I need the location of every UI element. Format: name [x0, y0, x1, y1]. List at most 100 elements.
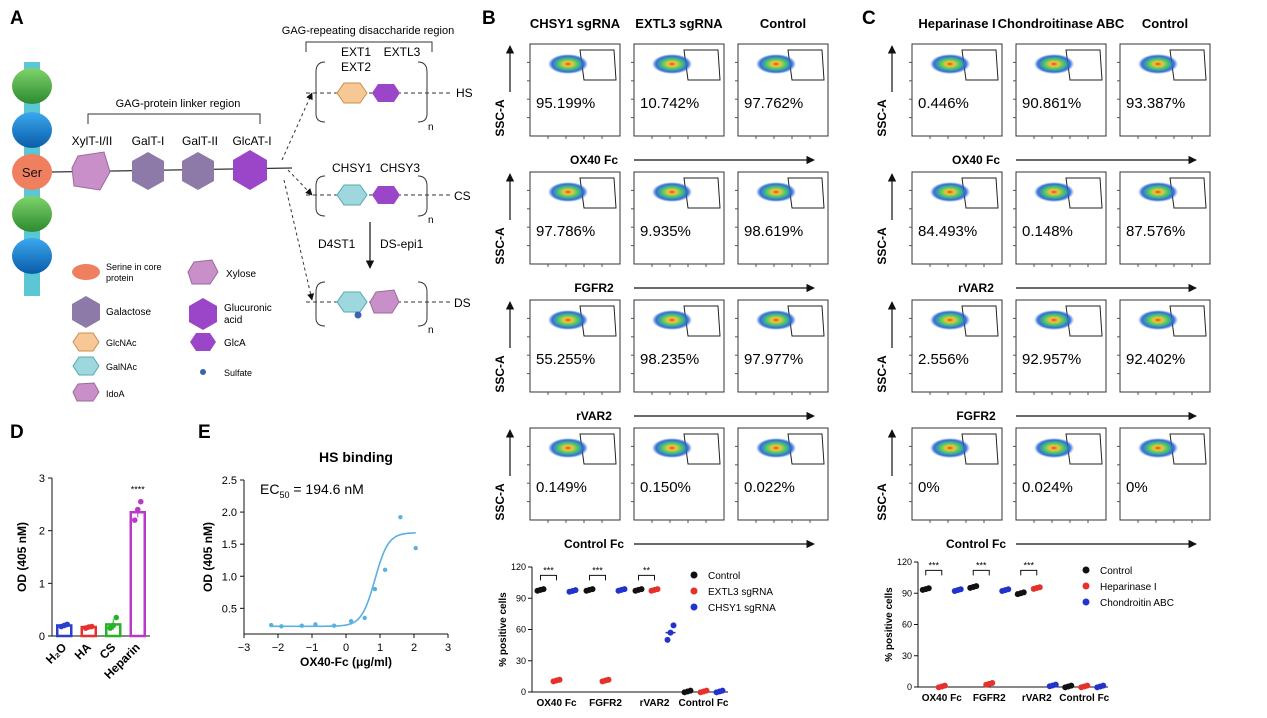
flow-cell-cloud — [548, 310, 588, 330]
flow-cell-cloud — [930, 310, 970, 330]
summary-y-axis-label: % positive cells — [884, 587, 895, 662]
xylt-label: XylT-I/II — [72, 134, 113, 148]
summary-point — [556, 676, 563, 683]
summary-significance-bracket — [638, 574, 655, 581]
x-axis-ligand-label: rVAR2 — [958, 281, 994, 295]
d-y-tick-label: 3 — [39, 473, 45, 485]
summary-x-tick-label: OX40 Fc — [922, 693, 962, 704]
legend-glcnac-label: GlcNAc — [106, 338, 137, 348]
e-point — [299, 623, 304, 628]
e-x-tick-label: 3 — [445, 642, 451, 654]
e-point — [398, 515, 403, 520]
flow-percent: 93.387% — [1126, 95, 1185, 112]
summary-point — [925, 585, 932, 592]
summary-point — [605, 676, 612, 683]
flow-percent: 0% — [1126, 479, 1148, 496]
flow-percent: 0.446% — [918, 95, 969, 112]
legend-glucuronic-label-2: acid — [224, 315, 242, 326]
summary-legend-marker — [1082, 598, 1090, 606]
d-point — [131, 517, 138, 523]
e-x-tick-label: −3 — [238, 642, 251, 654]
e-y-axis-label: OD (405 nM) — [201, 522, 215, 592]
summary-x-tick-label: FGFR2 — [589, 698, 622, 709]
repeat-region-label: GAG-repeating disaccharide region — [282, 25, 454, 37]
summary-significance: *** — [928, 560, 939, 570]
e-x-tick-label: −2 — [272, 642, 285, 654]
panel-b-flow-grid: CHSY1 sgRNA EXTL3 sgRNA Control SSC-A 95.199… — [493, 16, 829, 551]
d-point — [88, 623, 95, 630]
summary-point — [989, 680, 996, 687]
flow-cell-cloud — [756, 182, 796, 202]
y-axis-label: SSC-A — [875, 483, 889, 521]
flow-percent: 0.024% — [1022, 479, 1073, 496]
summary-legend-label: Heparinase I — [1100, 582, 1157, 593]
summary-y-tick-label: 0 — [521, 687, 526, 697]
summary-point — [540, 586, 547, 593]
summary-point — [654, 586, 661, 593]
summary-point — [941, 682, 948, 689]
flow-cell-cloud — [756, 310, 796, 330]
chsy3-label: CHSY3 — [380, 161, 420, 175]
x-axis-ligand-label: Control Fc — [564, 537, 624, 551]
e-point — [313, 622, 318, 627]
summary-y-tick-label: 120 — [897, 557, 912, 567]
summary-y-tick-label: 90 — [516, 593, 526, 603]
summary-legend-marker — [690, 571, 698, 579]
d-point — [137, 498, 144, 505]
legend-galactose-icon — [72, 296, 100, 328]
e-fit-curve — [271, 532, 416, 628]
flow-percent: 97.762% — [744, 95, 803, 112]
flow-percent: 97.786% — [536, 223, 595, 240]
summary-point — [719, 687, 726, 694]
summary-point — [703, 687, 710, 694]
e-point — [331, 623, 337, 628]
d-point — [134, 506, 141, 513]
flow-cell-cloud — [930, 54, 970, 74]
flow-percent: 92.957% — [1022, 351, 1081, 368]
flow-percent: 98.619% — [744, 223, 803, 240]
summary-legend-label: Control — [708, 571, 740, 582]
e-point — [413, 545, 418, 551]
d-y-axis-label: OD (405 nM) — [15, 522, 29, 592]
e-x-tick-label: 2 — [411, 642, 417, 654]
legend-serine-icon — [72, 264, 100, 280]
idoa-shape-ds — [369, 289, 400, 314]
e-point — [269, 622, 274, 628]
legend-glca-icon — [190, 333, 216, 351]
summary-y-tick-label: 30 — [902, 651, 912, 661]
x-axis-ligand-label: Control Fc — [946, 537, 1006, 551]
flow-cell-cloud — [1034, 182, 1074, 202]
summary-legend-label: Chondroitin ABC — [1100, 598, 1174, 609]
chart-c-summary: 0 30 60 90 120 % positive cells OX40 Fc *** FGFR… — [884, 557, 1174, 704]
legend-glucuronic-label-1: Glucuronic — [224, 303, 272, 314]
x-axis-ligand-label: OX40 Fc — [952, 153, 1000, 167]
summary-legend-label: EXTL3 sgRNA — [708, 587, 773, 598]
galactose-shape-2 — [182, 152, 214, 190]
summary-significance: ** — [643, 565, 651, 575]
y-axis-label: SSC-A — [493, 99, 507, 137]
core-protein-ball-2 — [12, 112, 52, 148]
flow-percent: 0.148% — [1022, 223, 1073, 240]
hs-n: n — [428, 122, 434, 133]
glcnac-shape — [336, 82, 368, 104]
flow-cell-cloud — [652, 310, 692, 330]
summary-point — [638, 586, 645, 593]
summary-point — [1100, 682, 1107, 689]
legend-glcnac-icon — [72, 332, 100, 352]
d-point — [113, 614, 120, 621]
legend-serine-label-1: Serine in core — [106, 262, 162, 272]
glca-shape-cs — [372, 186, 400, 204]
summary-significance: *** — [976, 560, 987, 570]
flow-percent: 92.402% — [1126, 351, 1185, 368]
flow-percent: 9.935% — [640, 223, 691, 240]
summary-legend-marker — [690, 587, 698, 595]
flow-percent: 55.255% — [536, 351, 595, 368]
e-point — [279, 624, 284, 629]
summary-significance-bracket — [540, 574, 557, 581]
summary-x-tick-label: rVAR2 — [640, 698, 670, 709]
e-point — [372, 586, 378, 592]
x-axis-ligand-label: FGFR2 — [956, 409, 996, 423]
flow-cell-cloud — [1034, 54, 1074, 74]
glca-shape-hs — [372, 84, 400, 102]
